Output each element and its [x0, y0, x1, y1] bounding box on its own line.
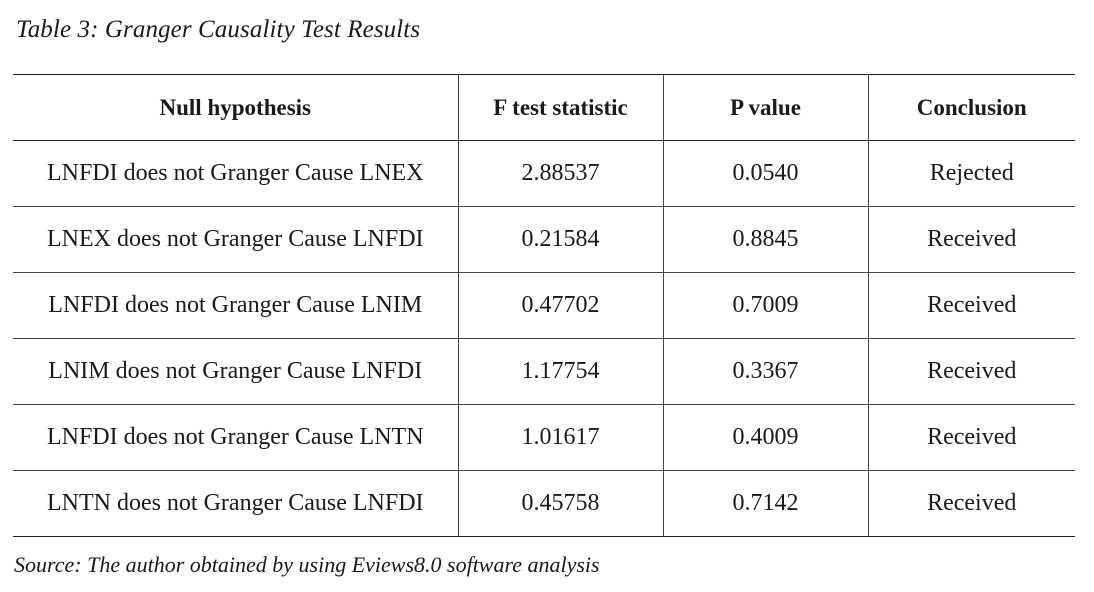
cell-conclusion: Received [867, 206, 1075, 273]
header-f-test-statistic: F test statistic [457, 74, 663, 141]
header-null-hypothesis: Null hypothesis [13, 74, 458, 141]
cell-null-hypothesis: LNIM does not Granger Cause LNFDI [13, 338, 458, 405]
cell-conclusion: Received [867, 404, 1075, 471]
header-conclusion: Conclusion [867, 74, 1075, 141]
table-row: LNFDI does not Granger Cause LNTN 1.0161… [13, 404, 1075, 471]
table-row: LNFDI does not Granger Cause LNEX 2.8853… [13, 140, 1075, 207]
cell-null-hypothesis: LNEX does not Granger Cause LNFDI [13, 206, 458, 273]
cell-null-hypothesis: LNFDI does not Granger Cause LNIM [13, 272, 458, 339]
granger-results-table: Null hypothesis F test statistic P value… [13, 74, 1075, 537]
cell-conclusion: Received [867, 338, 1075, 405]
cell-f-statistic: 1.17754 [457, 338, 663, 405]
source-note: Source: The author obtained by using Evi… [14, 552, 600, 577]
cell-null-hypothesis: LNTN does not Granger Cause LNFDI [13, 470, 458, 537]
cell-p-value: 0.8845 [662, 206, 868, 273]
cell-p-value: 0.3367 [662, 338, 868, 405]
cell-f-statistic: 0.45758 [457, 470, 663, 537]
cell-f-statistic: 0.47702 [457, 272, 663, 339]
cell-conclusion: Received [867, 272, 1075, 339]
cell-p-value: 0.7142 [662, 470, 868, 537]
header-p-value: P value [662, 74, 868, 141]
cell-p-value: 0.4009 [662, 404, 868, 471]
cell-conclusion: Received [867, 470, 1075, 537]
cell-null-hypothesis: LNFDI does not Granger Cause LNEX [13, 140, 458, 207]
cell-f-statistic: 2.88537 [457, 140, 663, 207]
cell-f-statistic: 0.21584 [457, 206, 663, 273]
table-row: LNIM does not Granger Cause LNFDI 1.1775… [13, 338, 1075, 405]
cell-p-value: 0.7009 [662, 272, 868, 339]
cell-p-value: 0.0540 [662, 140, 868, 207]
cell-conclusion: Rejected [867, 140, 1075, 207]
table-row: LNTN does not Granger Cause LNFDI 0.4575… [13, 470, 1075, 537]
table-header-row: Null hypothesis F test statistic P value… [13, 74, 1075, 141]
cell-null-hypothesis: LNFDI does not Granger Cause LNTN [13, 404, 458, 471]
table-row: LNFDI does not Granger Cause LNIM 0.4770… [13, 272, 1075, 339]
table-row: LNEX does not Granger Cause LNFDI 0.2158… [13, 206, 1075, 273]
table-caption: Table 3: Granger Causality Test Results [16, 16, 421, 43]
cell-f-statistic: 1.01617 [457, 404, 663, 471]
